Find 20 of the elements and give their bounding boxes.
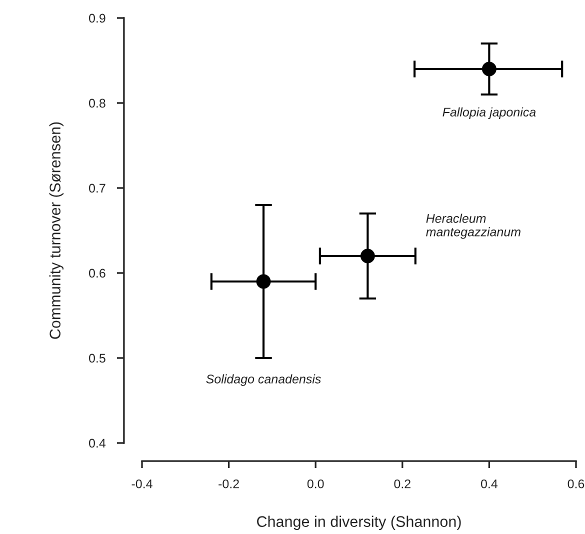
point [482,62,496,76]
x-axis-title: Change in diversity (Shannon) [257,516,461,530]
annotation: Solidago canadensis [206,374,321,386]
y-tick-label: 0.5 [89,354,106,363]
y-axis-title: Community turnover (Sørensen) [49,122,64,339]
annotation: Heracleum mantegazzianum [426,214,520,239]
x-tick-label: -0.2 [218,479,239,488]
x-tick-label: -0.4 [132,479,152,488]
point [360,248,375,264]
x-tick-label: 0.4 [481,479,498,488]
y-tick-label: 0.6 [89,268,106,278]
y-tick-label: 0.8 [89,98,106,108]
y-tick-label: 0.4 [89,438,106,448]
y-tick-label: 0.7 [89,184,106,193]
y-tick-label: 0.9 [89,14,106,23]
x-tick-label: 0.2 [394,479,410,488]
x-tick-label: 0.6 [568,479,584,488]
point [256,274,271,289]
x-tick-label: 0.0 [307,479,324,488]
annotation: Fallopia japonica [442,107,536,120]
